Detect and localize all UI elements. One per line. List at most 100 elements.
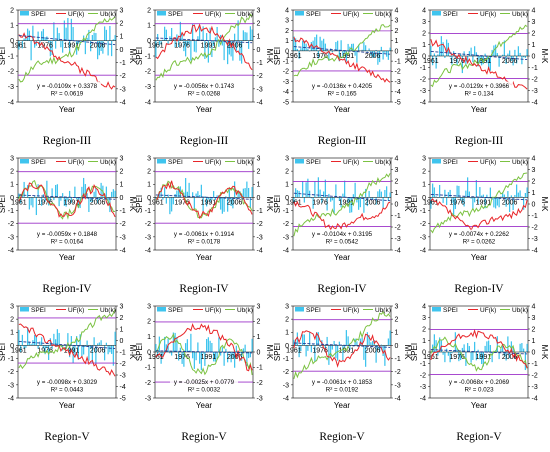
- spei-bar: [51, 188, 53, 198]
- region-title: Region-III: [455, 135, 504, 147]
- left-tick-label: -2: [283, 369, 289, 376]
- legend-label-ub: Ub(k): [237, 159, 253, 166]
- spei-bar: [503, 352, 506, 356]
- spei-bar: [216, 352, 218, 360]
- spei-bar: [177, 40, 180, 48]
- spei-bar: [335, 184, 337, 198]
- spei-bar: [293, 197, 295, 204]
- spei-bar: [91, 35, 94, 41]
- right-tick-label: 4: [532, 7, 536, 14]
- x-tick-label: 1991: [201, 199, 217, 206]
- legend-swatch-spei: [432, 11, 441, 16]
- x-axis-label: Year: [471, 253, 488, 262]
- spei-bar: [382, 197, 384, 209]
- spei-bar: [521, 343, 523, 352]
- spei-bar: [500, 196, 502, 198]
- trend-equation: y = -0.0109x + 0.3378: [37, 83, 98, 90]
- x-tick-label: 1961: [11, 347, 27, 354]
- spei-bar: [484, 197, 486, 209]
- spei-bar: [61, 40, 64, 53]
- spei-bar: [328, 50, 330, 61]
- spei-bar: [183, 40, 185, 52]
- ub-line: [293, 310, 391, 380]
- spei-bar: [165, 197, 168, 204]
- spei-bar: [514, 194, 516, 198]
- spei-bar: [466, 343, 469, 352]
- spei-bar: [207, 337, 210, 352]
- spei-bar: [218, 337, 220, 352]
- spei-bar: [32, 25, 34, 41]
- equation-box: [33, 229, 101, 246]
- spei-bar: [93, 337, 95, 346]
- spei-bar: [496, 197, 499, 206]
- spei-bar: [498, 197, 500, 208]
- spei-bar: [72, 27, 74, 41]
- spei-bar: [232, 40, 234, 61]
- spei-bar: [216, 195, 218, 198]
- x-axis-label: Year: [196, 105, 213, 114]
- spei-bar: [214, 352, 217, 362]
- right-tick-label: -4: [120, 384, 126, 391]
- left-tick-label: 0: [147, 349, 151, 356]
- spei-bar: [319, 345, 321, 347]
- spei-bar: [75, 336, 78, 346]
- region-title: Region-V: [456, 431, 502, 443]
- left-tick-label: 2: [422, 326, 426, 333]
- spei-bar: [212, 352, 215, 362]
- spei-bar: [103, 26, 106, 41]
- x-tick-label: 2006: [502, 58, 518, 65]
- spei-bar: [387, 50, 390, 60]
- spei-bar: [186, 40, 189, 46]
- x-tick-label: 1961: [286, 53, 302, 60]
- spei-bar: [319, 36, 321, 51]
- spei-bar: [357, 44, 360, 51]
- spei-bar: [221, 197, 224, 214]
- spei-bar: [60, 40, 62, 48]
- left-tick-label: -4: [145, 247, 151, 254]
- trend-r2: R² = 0.0619: [51, 91, 84, 98]
- spei-bar: [503, 194, 506, 198]
- spei-bar: [371, 341, 374, 346]
- spei-bar: [519, 190, 521, 198]
- spei-bar: [454, 332, 457, 352]
- spei-bar: [310, 41, 313, 51]
- x-tick-label: 2006: [227, 199, 243, 206]
- left-axis-label: SPEI: [0, 47, 7, 65]
- legend-label-uf: UF(k): [343, 159, 359, 166]
- x-axis-label: Year: [59, 253, 76, 262]
- spei-bar: [479, 187, 481, 198]
- spei-bar: [521, 196, 523, 198]
- right-tick-label: 0: [395, 201, 399, 208]
- spei-bar: [303, 40, 306, 51]
- equation-box: [308, 229, 376, 246]
- spei-bar: [19, 197, 22, 204]
- x-tick-label: 1976: [37, 43, 53, 50]
- spei-bar: [435, 340, 437, 352]
- right-tick-label: 1: [395, 38, 399, 45]
- spei-bar: [207, 40, 210, 63]
- spei-bar: [482, 352, 485, 367]
- right-tick-label: -2: [532, 76, 538, 83]
- left-tick-label: -1: [8, 53, 14, 60]
- spei-bar: [82, 177, 85, 198]
- spei-bar: [105, 186, 108, 198]
- legend-label-ub: Ub(k): [375, 307, 391, 314]
- spei-bar: [524, 193, 527, 198]
- spei-bar: [225, 348, 227, 352]
- x-tick-label: 2006: [365, 199, 381, 206]
- spei-bar: [53, 333, 55, 346]
- spei-bar: [468, 346, 471, 352]
- right-tick-label: -3: [532, 88, 538, 95]
- ub-line: [18, 309, 116, 370]
- legend: SPEI UF(k) Ub(k): [157, 11, 253, 18]
- x-axis-label: Year: [196, 253, 213, 262]
- spei-bar: [380, 46, 383, 51]
- spei-bar: [30, 40, 32, 61]
- right-tick-label: 3: [120, 7, 124, 14]
- spei-bar: [331, 50, 334, 53]
- spei-bar: [354, 182, 356, 198]
- spei-bar: [350, 197, 353, 213]
- spei-bar: [70, 197, 73, 203]
- x-tick-label: 2006: [227, 354, 243, 361]
